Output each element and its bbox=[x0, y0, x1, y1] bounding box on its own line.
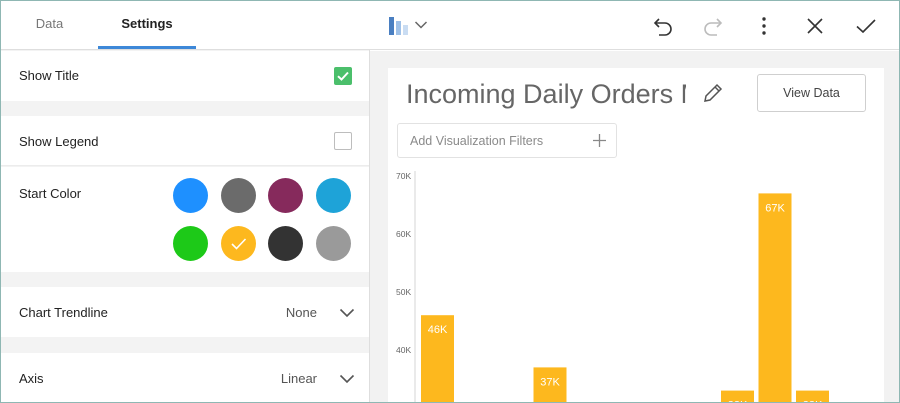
bar bbox=[421, 315, 454, 402]
bar bbox=[758, 193, 792, 402]
bar-data-label: 37K bbox=[540, 376, 560, 388]
start-color-row: Start Color bbox=[1, 167, 369, 272]
show-title-row: Show Title bbox=[1, 51, 369, 101]
bar-data-label: 67K bbox=[765, 202, 785, 214]
more-vertical-icon[interactable] bbox=[752, 14, 776, 38]
visualization-card: Incoming Daily Orders M View Data Add Vi… bbox=[388, 68, 884, 403]
axis-row[interactable]: Axis Linear bbox=[1, 353, 369, 402]
chart-trendline-value: None bbox=[285, 305, 317, 320]
chart-type-selector[interactable] bbox=[388, 13, 430, 37]
close-icon[interactable] bbox=[803, 14, 827, 38]
show-legend-checkbox[interactable] bbox=[334, 132, 352, 150]
y-tick-label: 60K bbox=[396, 229, 411, 239]
settings-panel: Data Settings Show Title Show Legend Sta… bbox=[1, 1, 370, 402]
redo-icon[interactable] bbox=[701, 14, 725, 38]
filters-placeholder: Add Visualization Filters bbox=[410, 134, 544, 148]
bar-data-label: 46K bbox=[428, 324, 448, 336]
color-swatch[interactable] bbox=[173, 225, 208, 261]
pencil-icon[interactable] bbox=[702, 82, 724, 104]
axis-label: Axis bbox=[19, 371, 44, 386]
color-swatch[interactable] bbox=[315, 178, 351, 213]
visualization-canvas: Incoming Daily Orders M View Data Add Vi… bbox=[370, 51, 899, 403]
tab-data[interactable]: Data bbox=[35, 16, 64, 31]
axis-value: Linear bbox=[280, 371, 317, 386]
show-title-label: Show Title bbox=[19, 68, 79, 83]
y-tick-label: 50K bbox=[396, 287, 411, 297]
show-legend-label: Show Legend bbox=[19, 134, 99, 149]
bar bbox=[721, 390, 754, 402]
show-title-checkbox[interactable] bbox=[334, 67, 352, 85]
editor-toolbar bbox=[370, 1, 899, 50]
bar-chart: 70K 60K 50K 40K 46K 37K 33K 67K 33K bbox=[396, 171, 829, 403]
bar-chart-icon bbox=[389, 17, 408, 35]
start-color-label: Start Color bbox=[19, 186, 82, 201]
color-swatch[interactable] bbox=[315, 225, 351, 261]
plus-icon bbox=[593, 134, 606, 147]
color-swatch[interactable] bbox=[173, 178, 208, 213]
color-swatch[interactable] bbox=[268, 178, 303, 213]
check-icon[interactable] bbox=[854, 14, 878, 38]
add-visualization-filters[interactable]: Add Visualization Filters bbox=[397, 123, 617, 158]
bar bbox=[533, 367, 567, 402]
bar-data-label: 33K bbox=[728, 400, 748, 403]
color-swatch[interactable] bbox=[220, 225, 256, 261]
view-data-button[interactable]: View Data bbox=[757, 74, 866, 112]
visualization-title[interactable]: Incoming Daily Orders M bbox=[406, 79, 686, 109]
show-legend-row: Show Legend bbox=[1, 116, 369, 166]
chevron-down-icon[interactable] bbox=[339, 374, 355, 384]
chart-trendline-row[interactable]: Chart Trendline None bbox=[1, 287, 369, 337]
y-tick-label: 70K bbox=[396, 171, 411, 181]
checkmark-icon bbox=[337, 71, 349, 81]
bar bbox=[796, 390, 829, 402]
color-swatch[interactable] bbox=[220, 178, 256, 213]
bar-data-label: 33K bbox=[803, 400, 823, 403]
chart-trendline-label: Chart Trendline bbox=[19, 305, 108, 320]
chevron-down-icon[interactable] bbox=[339, 308, 355, 318]
y-tick-label: 40K bbox=[396, 345, 411, 355]
tab-settings[interactable]: Settings bbox=[121, 16, 173, 31]
active-tab-indicator bbox=[98, 46, 196, 49]
undo-icon[interactable] bbox=[651, 14, 675, 38]
panel-tabs: Data Settings bbox=[1, 1, 370, 50]
color-swatch[interactable] bbox=[268, 225, 303, 261]
chevron-down-icon bbox=[414, 21, 428, 29]
selected-check-icon bbox=[230, 237, 246, 250]
